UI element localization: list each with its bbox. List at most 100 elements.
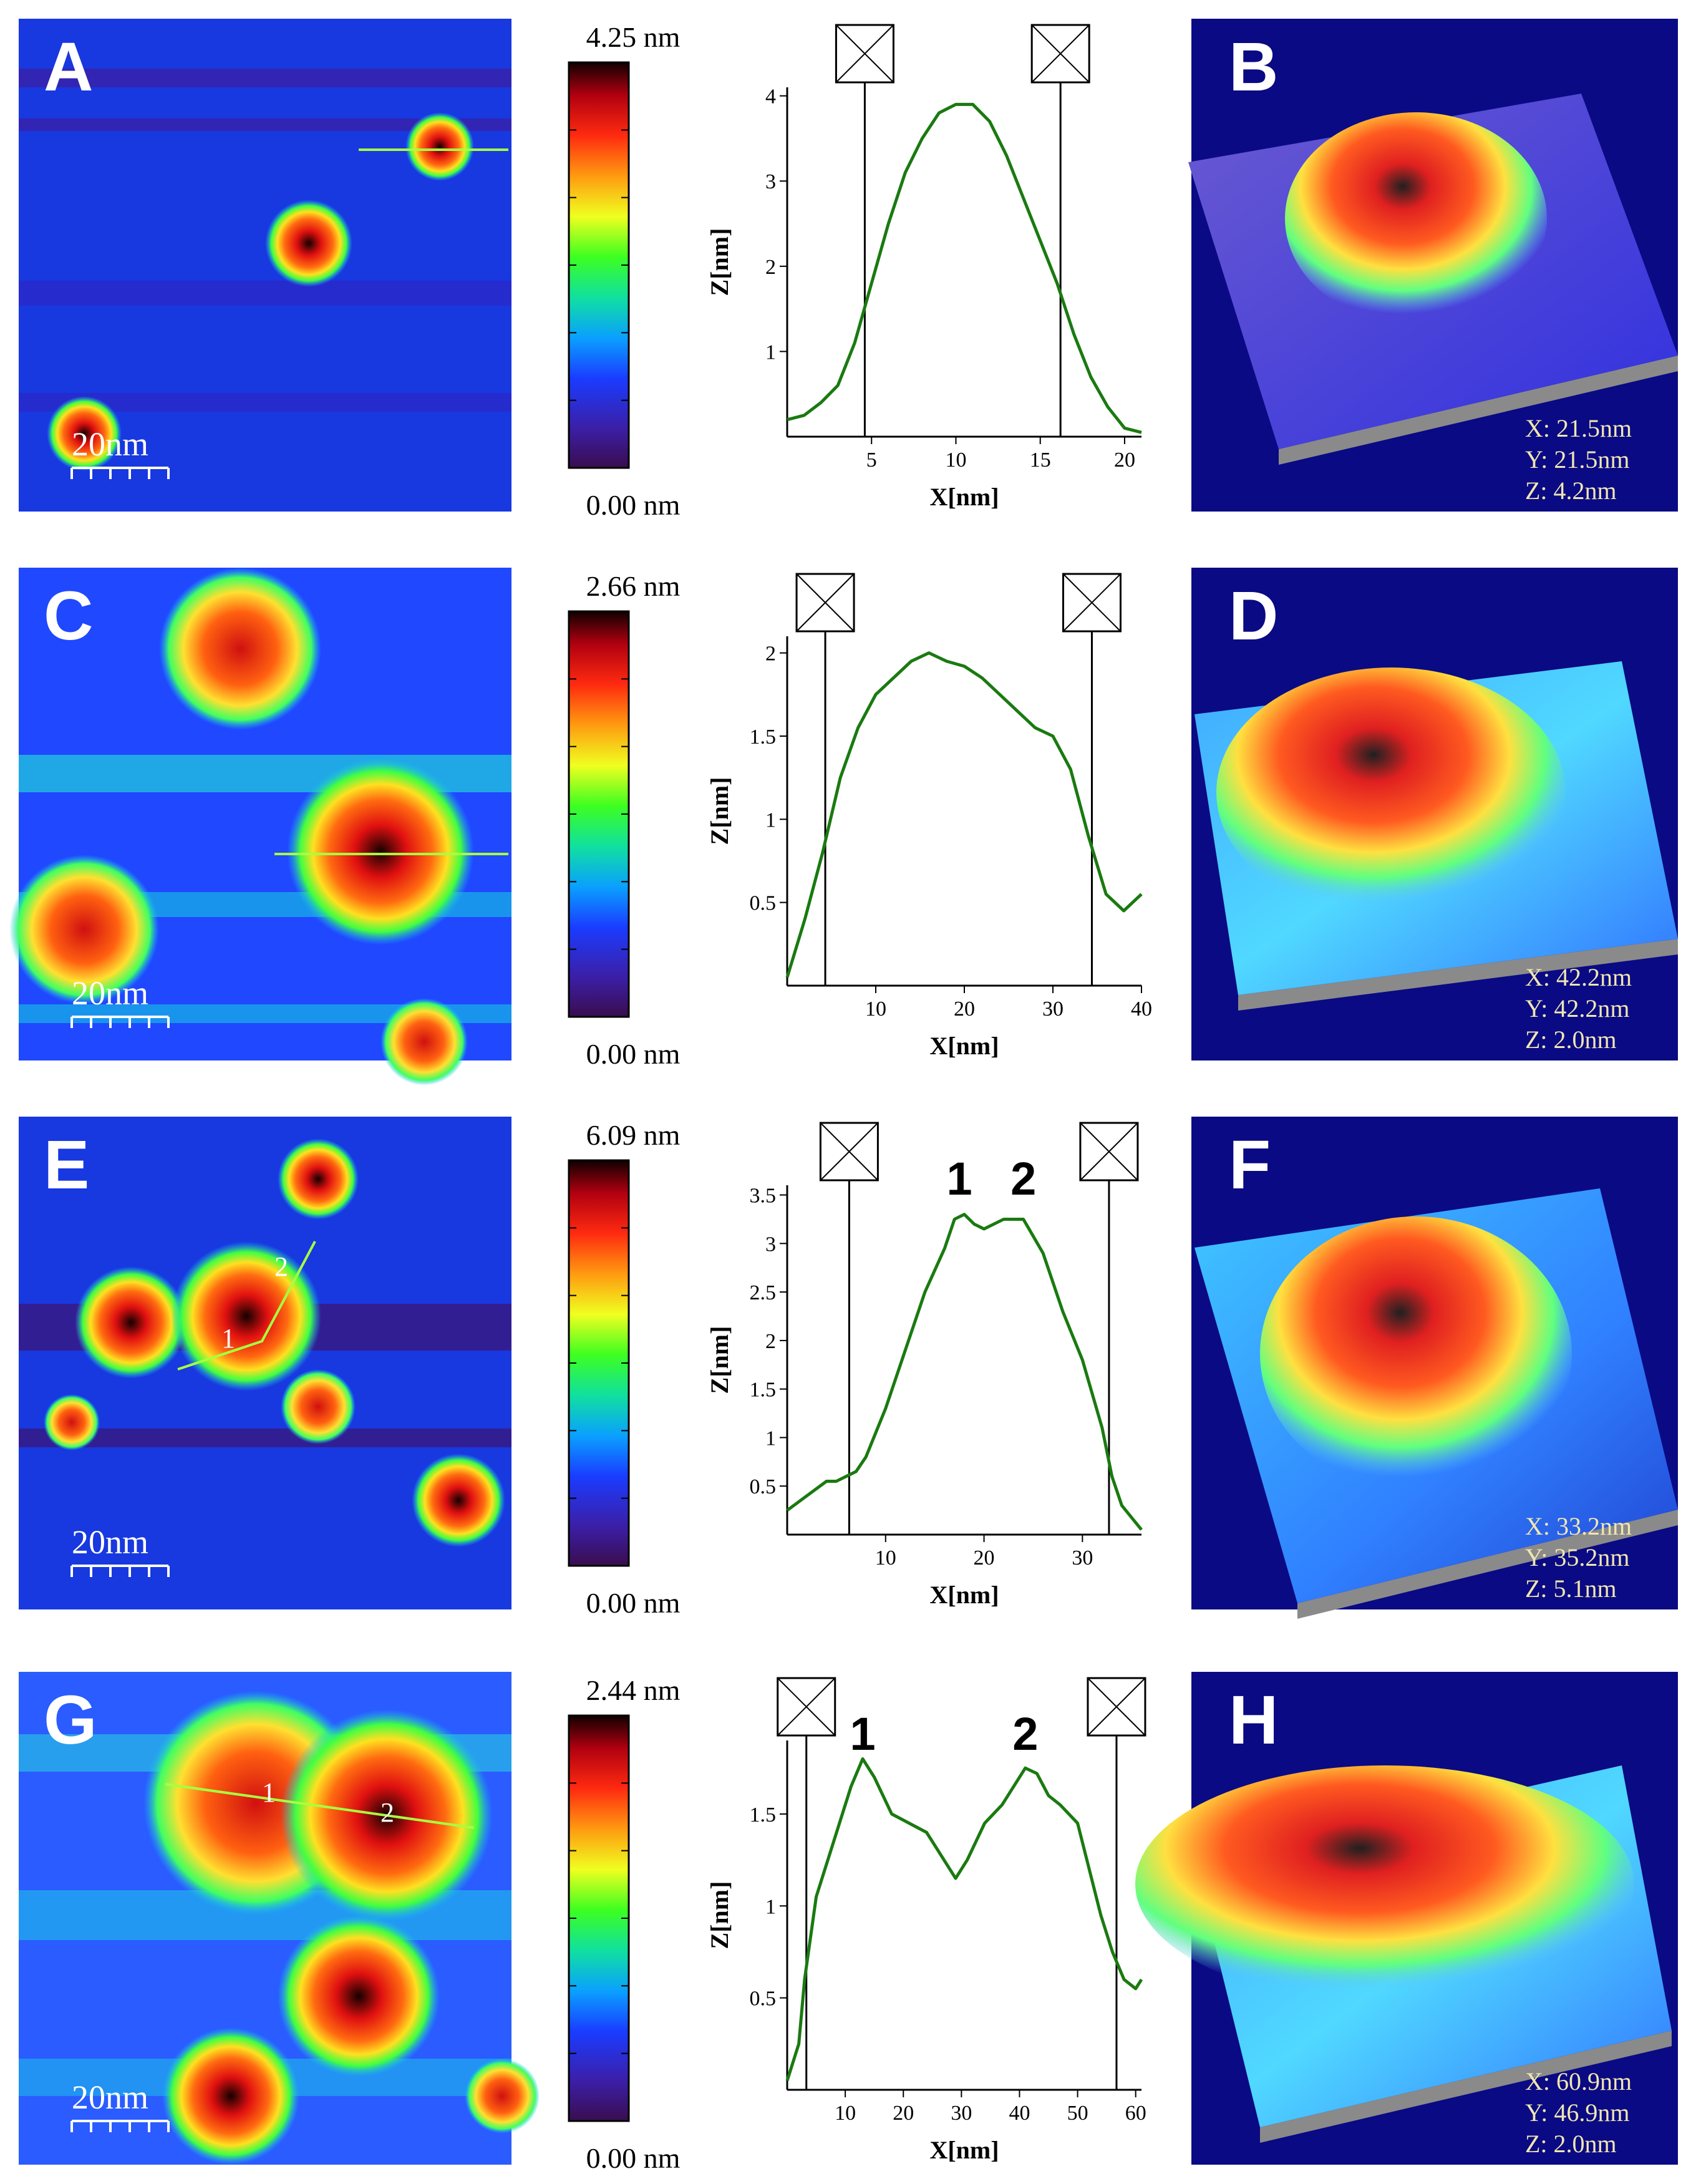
x-tick-label: 40	[1131, 997, 1152, 1021]
afm-image-panel: 1 2 G 20nm	[19, 1672, 540, 2165]
y-tick-label: 4	[765, 85, 776, 109]
render-base-slab	[1297, 1510, 1678, 1619]
figure-row: A 20nm 4.25 nm 0.00 nm 5 10 15 20 1 2 3 4 X[nm] Z[nm]…	[19, 19, 1678, 521]
afm-particle	[465, 2059, 540, 2133]
colorbar: 2.44 nm 0.00 nm	[568, 1674, 681, 2174]
colorbar-min-label: 0.00 nm	[586, 1587, 681, 1619]
profile-cursor-marker	[819, 1122, 879, 1182]
x-axis-label: X[nm]	[929, 1032, 999, 1060]
render-dimension-label: Y: 35.2nm	[1525, 1543, 1629, 1571]
cursor-cross	[820, 1122, 879, 1181]
render-dimension-label: X: 33.2nm	[1525, 1512, 1632, 1540]
y-axis-label: Z[nm]	[705, 777, 734, 845]
panel-label: C	[44, 578, 93, 654]
afm-particle	[159, 568, 321, 730]
render-dimension-label: Z: 2.0nm	[1525, 1026, 1617, 1054]
colorbar-min-label: 0.00 nm	[586, 2142, 681, 2174]
render-dimension-label: Z: 4.2nm	[1525, 477, 1617, 505]
scale-bar-label: 20nm	[72, 2079, 148, 2116]
afm-particle	[44, 1394, 100, 1450]
afm-3d-render-panel: B X: 21.5nm Y: 21.5nm Z: 4.2nm	[1188, 19, 1678, 512]
afm-particle	[162, 2027, 299, 2165]
x-tick-label: 5	[866, 449, 877, 472]
colorbar-max-label: 2.66 nm	[586, 570, 681, 602]
panel-label: E	[44, 1127, 89, 1203]
afm-particle	[281, 1369, 356, 1444]
y-tick-label: 2.5	[750, 1281, 777, 1304]
colorbar-gradient	[568, 1159, 630, 1567]
render-particle-mound	[1260, 1216, 1572, 1491]
y-tick-label: 1	[765, 808, 776, 832]
render-dimension-label: X: 21.5nm	[1525, 414, 1632, 442]
scale-bar-label: 20nm	[72, 1523, 148, 1561]
x-axis-label: X[nm]	[929, 2136, 999, 2164]
profile-series-line	[787, 102, 1142, 434]
x-tick-label: 60	[1125, 2102, 1146, 2125]
colorbar-gradient	[568, 1714, 630, 2122]
y-tick-label: 0.5	[750, 892, 777, 915]
y-tick-label: 1	[765, 1427, 776, 1450]
scale-bar-label: 20nm	[72, 425, 148, 463]
afm-profile-marker: 2	[380, 1797, 394, 1828]
figure-row: 1 2 G 20nm 2.44 nm 0.00 nm 10 20 30 40 50 60 0.5 1 1.5…	[19, 1672, 1678, 2174]
scale-bar-label: 20nm	[72, 974, 148, 1012]
afm-image-panel: C 20nm	[9, 568, 511, 1085]
x-tick-label: 30	[951, 2102, 972, 2125]
afm-particle	[287, 758, 474, 945]
x-tick-label: 50	[1067, 2102, 1088, 2125]
cursor-cross	[796, 573, 855, 632]
afm-3d-render-panel: F X: 33.2nm Y: 35.2nm Z: 5.1nm	[1191, 1117, 1678, 1619]
colorbar-max-label: 4.25 nm	[586, 21, 681, 53]
x-tick-label: 10	[945, 449, 966, 472]
render-dimension-label: Y: 42.2nm	[1525, 994, 1629, 1022]
profile-series-line	[785, 651, 1143, 978]
y-tick-label: 1.5	[750, 726, 777, 749]
y-tick-label: 2	[765, 643, 776, 666]
afm-particle	[9, 855, 159, 1004]
peak-label: 1	[850, 1708, 875, 1760]
x-tick-label: 15	[1030, 449, 1051, 472]
y-axis-label: Z[nm]	[705, 1881, 734, 1949]
colorbar-max-label: 6.09 nm	[586, 1119, 681, 1151]
render-base-slab	[1260, 2031, 1672, 2143]
x-tick-label: 10	[875, 1546, 896, 1570]
colorbar-gradient	[568, 610, 630, 1018]
y-tick-label: 0.5	[750, 1475, 777, 1498]
y-tick-label: 3.5	[750, 1185, 777, 1208]
scale-bar	[70, 2120, 170, 2132]
afm-particle	[75, 1266, 187, 1379]
y-tick-label: 3	[765, 1233, 776, 1256]
render-dimension-label: X: 42.2nm	[1525, 963, 1632, 991]
render-base-slab	[1279, 356, 1678, 465]
scale-bar	[70, 467, 170, 479]
profile-series-line	[786, 1213, 1143, 1531]
afm-image-panel: A 20nm	[19, 19, 511, 512]
colorbar-gradient	[568, 61, 630, 469]
afm-particle	[380, 998, 468, 1085]
colorbar: 2.66 nm 0.00 nm	[568, 570, 681, 1070]
cursor-cross	[1031, 24, 1090, 83]
panel-label: F	[1229, 1127, 1271, 1203]
afm-3d-render-panel: D X: 42.2nm Y: 42.2nm Z: 2.0nm	[1191, 568, 1678, 1060]
render-dimension-label: X: 60.9nm	[1525, 2067, 1632, 2095]
panel-label: A	[44, 29, 93, 105]
afm-profile-marker: 2	[274, 1251, 288, 1282]
scale-bar	[70, 1016, 170, 1028]
render-dimension-label: Y: 46.9nm	[1525, 2099, 1629, 2127]
y-axis-label: Z[nm]	[705, 228, 734, 296]
afm-particle	[265, 200, 352, 287]
x-tick-label: 20	[893, 2102, 914, 2125]
afm-scan-stripe	[19, 69, 511, 87]
afm-image-panel: 1 2 E 20nm	[19, 1117, 511, 1609]
profile-cursor-marker	[835, 24, 894, 84]
profile-cursor-marker	[1062, 573, 1122, 633]
height-profile-chart: 5 10 15 20 1 2 3 4 X[nm] Z[nm]	[705, 24, 1142, 511]
render-dimension-label: Y: 21.5nm	[1525, 445, 1629, 473]
afm-particle	[278, 1138, 359, 1220]
cursor-cross	[1087, 1677, 1146, 1736]
render-dimension-label: Z: 2.0nm	[1525, 2130, 1617, 2158]
render-particle-mound	[1285, 112, 1547, 324]
x-tick-label: 20	[1114, 449, 1135, 472]
afm-scan-stripe	[19, 1429, 511, 1447]
